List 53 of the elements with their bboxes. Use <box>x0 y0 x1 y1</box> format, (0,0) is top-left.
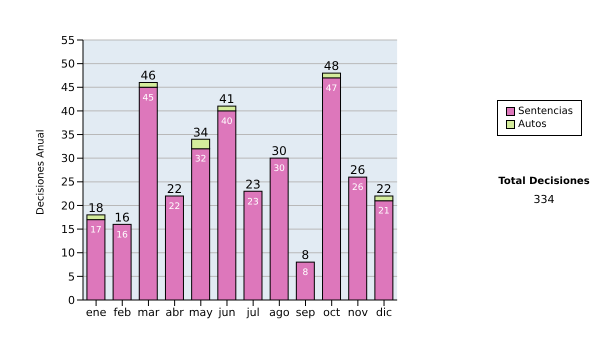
text: Total Decisiones <box>497 176 591 187</box>
total-label: 41 <box>219 92 234 106</box>
total-label: 23 <box>245 177 261 192</box>
x-tick-label: dic <box>376 306 392 319</box>
data-label: 30 <box>273 164 286 174</box>
y-axis-title: Decisiones Anual <box>36 129 47 215</box>
y-tick-label: 0 <box>68 294 75 307</box>
y-tick-label: 10 <box>61 246 75 260</box>
total-label: 18 <box>88 200 104 215</box>
data-label: 22 <box>168 202 180 212</box>
y-tick-label: 50 <box>61 58 75 71</box>
x-tick-label: sep <box>296 306 316 319</box>
y-tick-label: 40 <box>61 104 75 118</box>
total-label: 22 <box>166 182 182 196</box>
x-tick-label: may <box>188 306 214 319</box>
legend-label: Autos <box>518 118 547 131</box>
data-label: 32 <box>194 154 206 165</box>
data-label: 23 <box>247 197 259 208</box>
y-tick-label: 15 <box>61 222 75 236</box>
x-tick-label: feb <box>113 306 132 319</box>
x-tick-label: mar <box>137 306 160 319</box>
total-label: 34 <box>192 125 208 140</box>
text: 334 <box>532 193 556 206</box>
total-label: 48 <box>324 59 340 74</box>
data-label: 40 <box>221 116 233 127</box>
x-tick-label: jul <box>246 306 260 319</box>
total-label: 16 <box>114 210 130 224</box>
x-tick-label: nov <box>348 306 368 319</box>
data-label: 45 <box>142 93 154 104</box>
x-tick-label: oct <box>323 306 341 319</box>
y-tick-label: 30 <box>61 152 75 166</box>
total-label: 22 <box>376 182 392 196</box>
y-tick-label: 55 <box>61 34 75 47</box>
y-tick-label: 35 <box>61 128 75 142</box>
data-label: 8 <box>302 268 308 278</box>
y-tick-label: 20 <box>61 199 75 212</box>
data-label: 26 <box>352 183 364 194</box>
x-tick-label: abr <box>165 306 184 319</box>
data-label: 47 <box>326 84 338 94</box>
x-tick-label: jun <box>217 306 236 319</box>
data-label: 16 <box>116 230 128 240</box>
total-label: 46 <box>140 68 156 83</box>
legend-label: Sentencias <box>518 105 573 118</box>
y-tick-label: 25 <box>61 176 75 189</box>
x-tick-label: ene <box>86 306 107 319</box>
data-label: 17 <box>90 226 102 236</box>
data-label: 21 <box>378 206 390 217</box>
total-label: 26 <box>350 163 366 178</box>
total-label: 30 <box>272 144 287 158</box>
x-tick-label: ago <box>269 306 290 319</box>
total-label: 8 <box>302 248 310 262</box>
y-tick-label: 5 <box>68 270 75 284</box>
y-tick-label: 45 <box>61 81 75 94</box>
